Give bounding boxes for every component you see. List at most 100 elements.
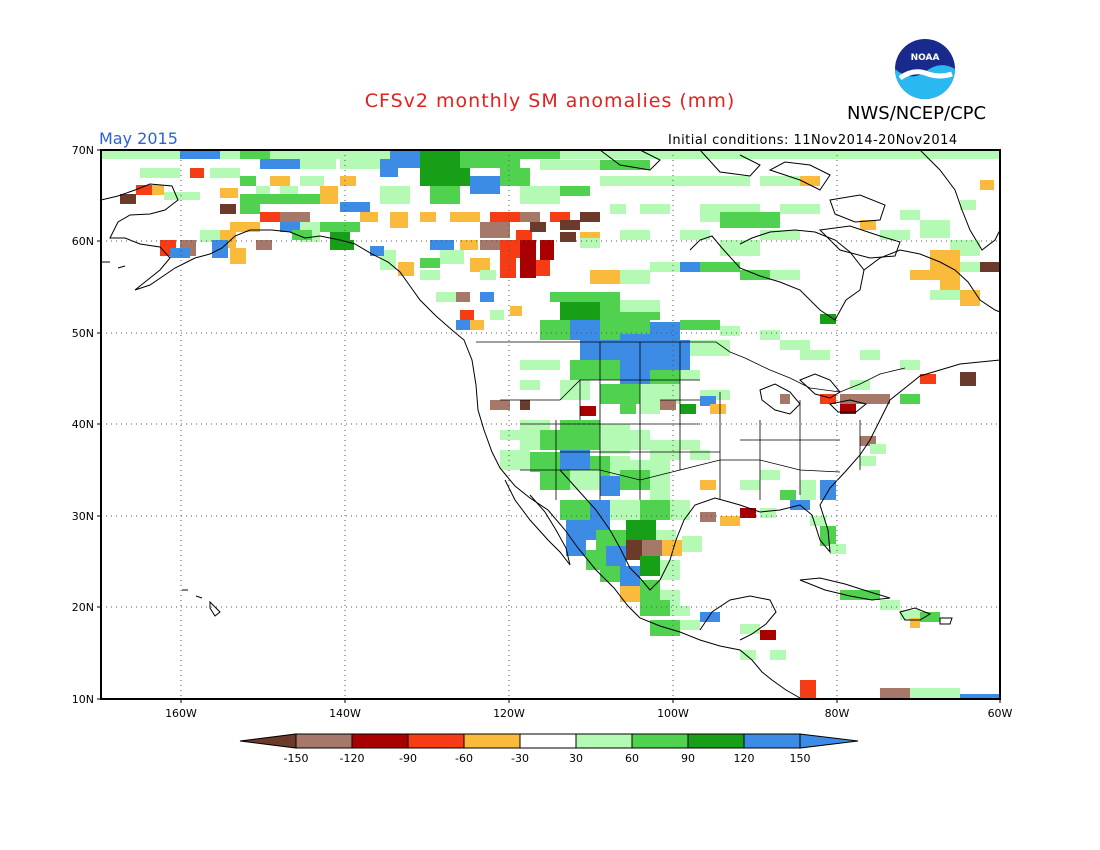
anomaly-cell: [960, 290, 980, 306]
anomaly-cell: [800, 680, 816, 698]
anomaly-cell: [626, 540, 642, 560]
anomaly-cell: [680, 440, 700, 450]
anomaly-cell: [292, 230, 312, 240]
anomaly-cell: [800, 350, 830, 360]
anomaly-cell: [200, 230, 220, 242]
anomaly-cell: [650, 262, 680, 272]
anomaly-cell: [500, 430, 530, 440]
anomaly-cell: [720, 240, 760, 256]
initial-conditions: Initial conditions: 11Nov2014-20Nov2014: [668, 133, 958, 148]
anomaly-cell: [980, 262, 1000, 272]
lat-label: 30N: [72, 510, 94, 523]
anomaly-cell: [340, 176, 356, 186]
anomaly-cell: [700, 612, 720, 622]
anomaly-cell: [590, 270, 620, 284]
anomaly-cell: [960, 372, 976, 386]
anomaly-cell: [920, 220, 950, 238]
colorbar-segment: [295, 733, 353, 749]
anomaly-cell: [920, 612, 940, 622]
anomaly-cell: [540, 240, 554, 260]
anomaly-cell: [740, 624, 760, 634]
anomaly-cell: [300, 222, 320, 232]
anomaly-cell: [480, 270, 496, 280]
anomaly-cell: [740, 480, 760, 490]
colorbar-right-arrow: [799, 733, 859, 749]
anomaly-cell: [606, 546, 626, 566]
lat-label: 60N: [72, 235, 94, 248]
anomaly-cell: [660, 560, 680, 580]
anomaly-cell: [720, 326, 740, 336]
colorbar-label: -60: [455, 752, 473, 765]
anomaly-cell: [640, 404, 660, 414]
anomaly-cell: [680, 404, 696, 414]
anomaly-cell: [650, 480, 670, 500]
anomaly-cell: [456, 292, 470, 302]
anomaly-cell: [560, 150, 590, 159]
anomaly-cell: [650, 340, 690, 370]
colorbar-segment: [351, 733, 409, 749]
anomaly-cell: [450, 212, 480, 222]
colorbar-label: 150: [790, 752, 811, 765]
anomaly-cell: [210, 168, 240, 178]
anomaly-cell: [620, 300, 660, 312]
lat-label: 40N: [72, 418, 94, 431]
anomaly-cell: [640, 384, 680, 404]
anomaly-cell: [960, 694, 1000, 699]
anomaly-cell: [620, 404, 636, 414]
colorbar-label: 120: [734, 752, 755, 765]
anomaly-cell: [910, 688, 960, 699]
lon-label: 60W: [988, 707, 1013, 720]
anomaly-cell: [670, 500, 690, 520]
colorbar-segment: [687, 733, 745, 749]
anomaly-cell: [330, 240, 354, 250]
anomaly-cell: [560, 500, 590, 520]
anomaly-cell: [700, 176, 750, 186]
anomaly-cell: [530, 452, 560, 472]
coastline: [768, 161, 831, 191]
colorbar-segment: [743, 733, 801, 749]
coastline: [759, 383, 801, 415]
anomaly-cell: [420, 150, 460, 168]
coastline: [699, 595, 777, 641]
colorbar-left-arrow: [239, 733, 297, 749]
anomaly-cell: [680, 262, 700, 272]
anomaly-cell: [690, 340, 730, 356]
anomaly-cell: [550, 292, 620, 302]
anomaly-cell: [680, 370, 700, 380]
anomaly-cell: [152, 185, 164, 195]
anomaly-cell: [760, 176, 800, 186]
lat-label: 70N: [72, 144, 94, 157]
anomaly-cell: [390, 212, 408, 228]
coastline: [599, 149, 661, 171]
coastline: [209, 600, 221, 617]
anomaly-cell: [610, 500, 640, 520]
anomaly-cell: [280, 222, 300, 232]
agency-label: NWS/NCEP/CPC: [847, 103, 987, 124]
anomaly-cell: [740, 508, 756, 518]
anomaly-cell: [520, 150, 560, 159]
anomaly-cell: [460, 240, 478, 250]
anomaly-cell: [470, 258, 490, 272]
anomaly-cell: [580, 238, 600, 248]
anomaly-cell: [810, 516, 826, 526]
anomaly-cell: [980, 180, 994, 190]
anomaly-cell: [830, 544, 846, 554]
anomaly-cell: [460, 150, 520, 168]
lon-label: 80W: [825, 707, 850, 720]
anomaly-cell: [840, 404, 856, 414]
anomaly-cell: [460, 310, 474, 320]
anomaly-cell: [340, 159, 380, 169]
anomaly-cell: [420, 270, 440, 280]
anomaly-cell: [650, 440, 680, 460]
anomaly-cell: [860, 436, 876, 446]
anomaly-cell: [560, 232, 576, 242]
anomaly-cell: [570, 470, 600, 490]
map-title: CFSv2 monthly SM anomalies (mm): [364, 90, 736, 112]
anomaly-cell: [470, 320, 484, 330]
anomaly-cell: [700, 262, 740, 272]
anomaly-cell: [700, 396, 716, 406]
anomaly-cell: [780, 204, 820, 214]
logo-text: NOAA: [911, 53, 940, 63]
anomaly-cell: [456, 320, 470, 330]
anomaly-cell: [240, 194, 320, 204]
